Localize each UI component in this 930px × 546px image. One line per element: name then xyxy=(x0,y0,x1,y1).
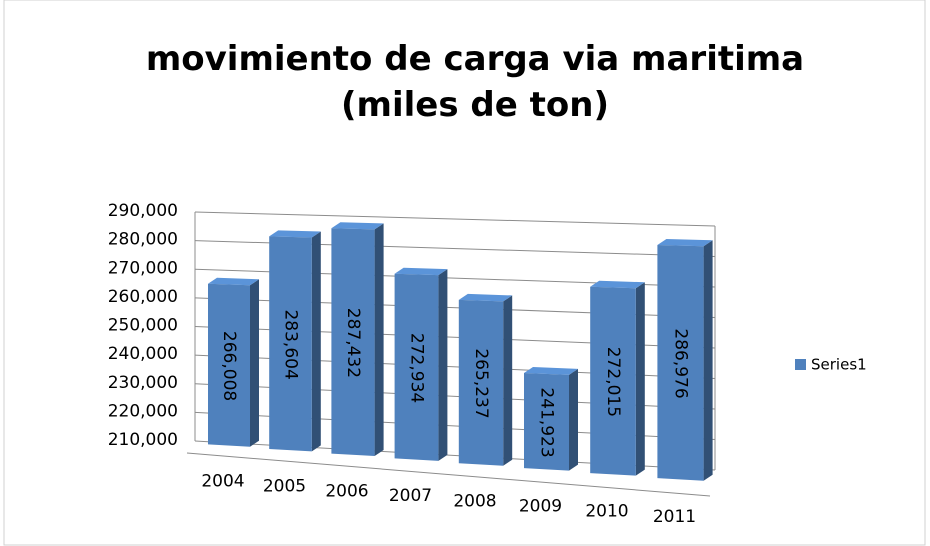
bar-group: 241,923 xyxy=(524,366,578,471)
value-label: 265,237 xyxy=(471,348,491,418)
chart-title: movimiento de carga via maritima (miles … xyxy=(145,39,805,125)
bar-side xyxy=(250,279,259,447)
bar-side xyxy=(311,231,321,452)
bar-top xyxy=(590,280,645,289)
floor-edge xyxy=(186,452,711,497)
x-tick-label: 2010 xyxy=(585,502,628,522)
bar-side xyxy=(374,223,384,457)
bar xyxy=(394,273,439,461)
y-tick-label: 230,000 xyxy=(108,373,178,393)
bar-group: 272,015 xyxy=(590,280,645,476)
y-tick-label: 250,000 xyxy=(108,316,178,336)
bar xyxy=(657,244,704,481)
bar-side xyxy=(569,368,578,471)
bar-group: 265,237 xyxy=(458,293,513,466)
chart-border xyxy=(3,0,926,546)
bar-group: 272,934 xyxy=(394,267,448,461)
legend-swatch xyxy=(795,359,806,370)
bar-side xyxy=(703,240,713,481)
y-tick-label: 270,000 xyxy=(108,258,178,278)
y-tick-label: 210,000 xyxy=(108,430,178,450)
bar xyxy=(269,236,312,452)
bar-top xyxy=(524,366,578,375)
value-label: 286,976 xyxy=(671,328,691,398)
x-tick-label: 2009 xyxy=(519,496,562,516)
bar-top xyxy=(331,222,384,230)
x-tick-label: 2006 xyxy=(325,481,368,501)
bar-group: 266,008 xyxy=(208,277,259,447)
x-tick-label: 2005 xyxy=(263,476,306,496)
value-label: 241,923 xyxy=(537,387,557,457)
value-label: 272,015 xyxy=(603,347,623,417)
bar-group: 287,432 xyxy=(331,222,384,457)
bar xyxy=(524,372,569,471)
bar xyxy=(208,283,250,447)
bar-top xyxy=(269,230,321,238)
x-tick-label: 2004 xyxy=(201,472,244,492)
grid-line xyxy=(194,211,716,227)
value-label: 283,604 xyxy=(281,309,301,379)
bar xyxy=(590,286,636,476)
y-tick-label: 240,000 xyxy=(108,344,178,364)
y-tick-label: 260,000 xyxy=(108,287,178,307)
bar xyxy=(458,299,504,466)
y-tick-label: 280,000 xyxy=(108,230,178,250)
bar-side xyxy=(438,269,448,461)
y-tick-label: 290,000 xyxy=(108,201,178,221)
legend-label: Series1 xyxy=(811,356,867,374)
bar-group: 286,976 xyxy=(657,238,713,481)
bar-side xyxy=(503,295,513,466)
bar-top xyxy=(458,293,513,302)
bar-group: 283,604 xyxy=(269,230,321,452)
bar-top xyxy=(394,267,448,276)
y-tick-label: 220,000 xyxy=(108,401,178,421)
value-label: 272,934 xyxy=(407,333,427,403)
value-label: 287,432 xyxy=(343,308,363,378)
x-tick-label: 2011 xyxy=(653,507,696,527)
x-tick-label: 2008 xyxy=(453,491,496,511)
bar-side xyxy=(635,282,645,476)
x-tick-label: 2007 xyxy=(389,486,432,506)
value-label: 266,008 xyxy=(219,331,239,401)
bar-top xyxy=(657,238,713,247)
bar-top xyxy=(208,277,259,286)
bar xyxy=(331,228,375,457)
